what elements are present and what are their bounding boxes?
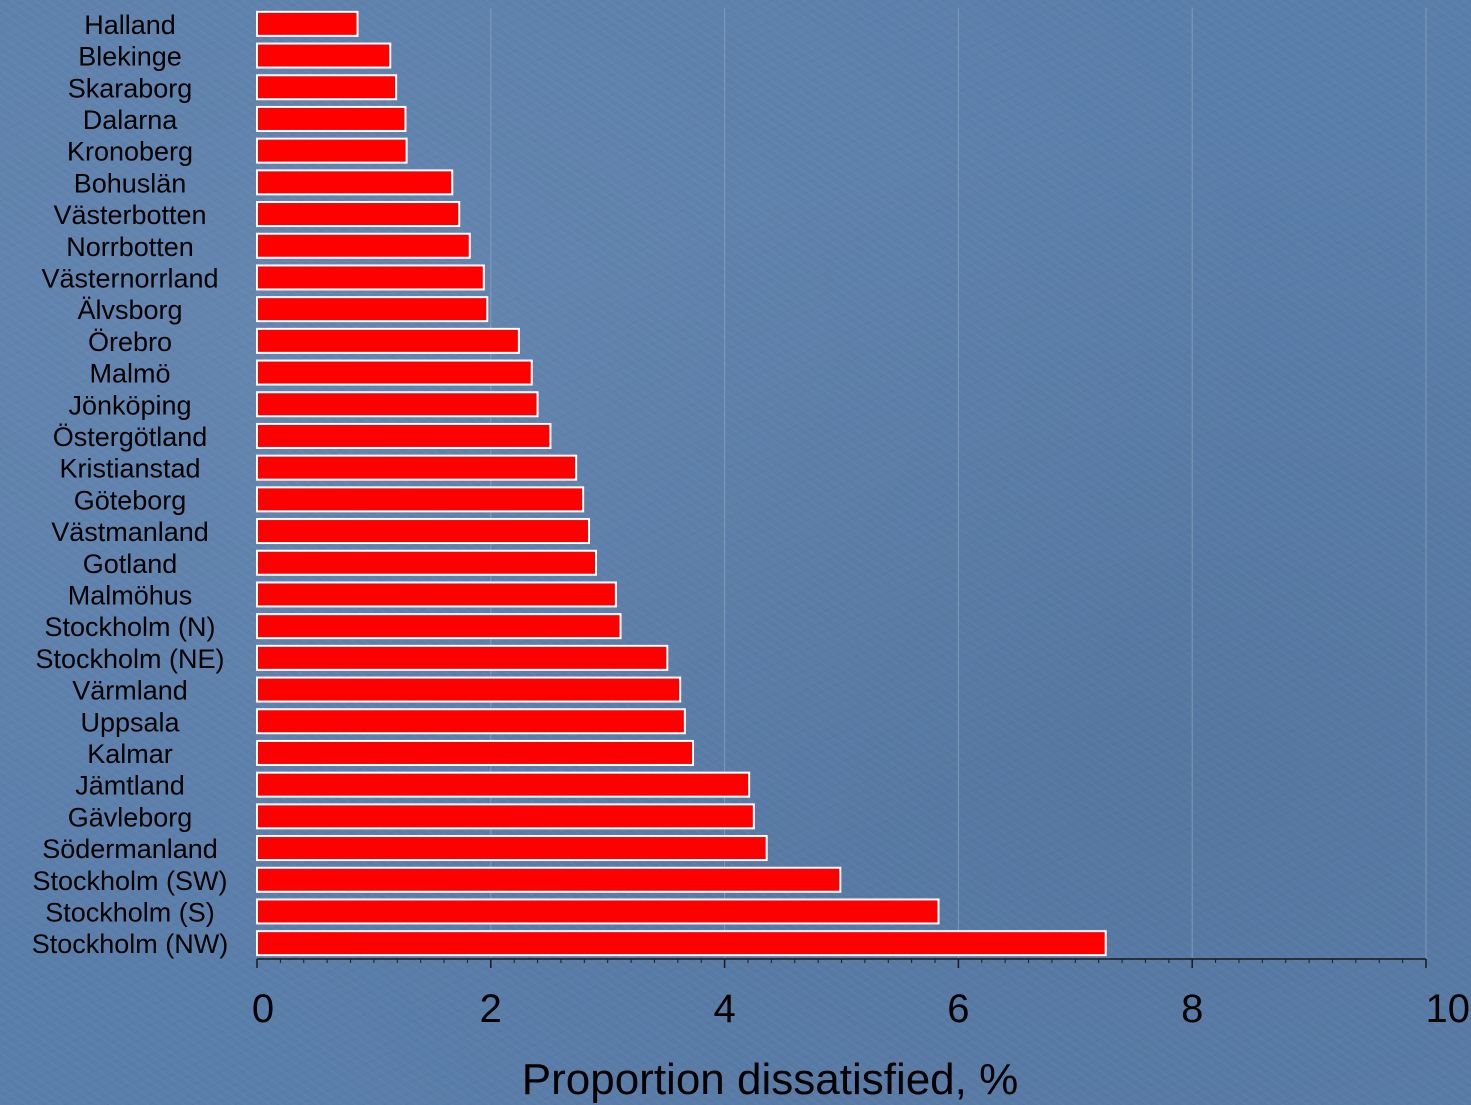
category-label: Västmanland bbox=[51, 517, 209, 547]
bar bbox=[256, 676, 682, 703]
category-label: Älvsborg bbox=[77, 295, 182, 325]
category-label: Gävleborg bbox=[68, 802, 193, 832]
category-label: Halland bbox=[84, 10, 176, 40]
category-label: Malmö bbox=[89, 359, 170, 389]
bar bbox=[256, 835, 768, 862]
bar bbox=[256, 74, 398, 101]
bar bbox=[256, 486, 585, 513]
bar bbox=[256, 866, 842, 893]
bar bbox=[256, 454, 578, 481]
category-label: Kristianstad bbox=[59, 454, 200, 484]
category-label: Malmöhus bbox=[68, 580, 193, 610]
bar bbox=[256, 327, 520, 354]
x-tick-label: 8 bbox=[1181, 987, 1203, 1031]
bar bbox=[256, 739, 695, 766]
bar bbox=[256, 803, 755, 830]
category-label: Stockholm (NE) bbox=[35, 644, 224, 674]
bar bbox=[256, 422, 552, 449]
bar bbox=[256, 898, 940, 925]
bar bbox=[256, 232, 471, 259]
bar bbox=[256, 10, 359, 37]
category-label: Värmland bbox=[72, 676, 188, 706]
category-label: Blekinge bbox=[78, 42, 182, 72]
category-label: Dalarna bbox=[83, 105, 179, 135]
category-label: Stockholm (NW) bbox=[32, 929, 229, 959]
bar bbox=[256, 518, 590, 545]
x-tick-label: 2 bbox=[480, 987, 502, 1031]
category-label: Östergötland bbox=[53, 422, 208, 452]
category-label: Jönköping bbox=[68, 390, 191, 420]
bar bbox=[256, 644, 669, 671]
bar bbox=[256, 359, 533, 386]
category-label: Kalmar bbox=[87, 739, 173, 769]
x-tick-label: 10 bbox=[1426, 987, 1471, 1031]
bar bbox=[256, 930, 1107, 957]
category-labels: HallandBlekingeSkaraborgDalarnaKronoberg… bbox=[32, 10, 229, 959]
bar bbox=[256, 169, 454, 196]
bars bbox=[256, 10, 1107, 957]
bar bbox=[256, 105, 407, 132]
category-label: Göteborg bbox=[74, 485, 187, 515]
category-label: Stockholm (SW) bbox=[32, 866, 227, 896]
x-tick-label: 0 bbox=[252, 987, 274, 1031]
category-label: Södermanland bbox=[42, 834, 218, 864]
x-tick-label: 6 bbox=[947, 987, 969, 1031]
category-label: Västernorrland bbox=[41, 263, 218, 293]
bar bbox=[256, 391, 539, 418]
bar bbox=[256, 549, 598, 576]
x-axis: 0 2 4 6 8 10 bbox=[252, 958, 1471, 1031]
bar bbox=[256, 613, 622, 640]
category-label: Stockholm (N) bbox=[44, 612, 215, 642]
bar bbox=[256, 42, 392, 69]
x-axis-title: Proportion dissatisfied, % bbox=[522, 1055, 1018, 1104]
gridlines bbox=[490, 8, 1427, 959]
bar bbox=[256, 581, 617, 608]
category-label: Kronoberg bbox=[67, 137, 193, 167]
category-label: Bohuslän bbox=[74, 168, 187, 198]
category-label: Jämtland bbox=[75, 771, 185, 801]
category-label: Uppsala bbox=[80, 707, 180, 737]
category-label: Stockholm (S) bbox=[45, 897, 215, 927]
category-label: Skaraborg bbox=[68, 73, 193, 103]
bar bbox=[256, 264, 485, 291]
category-label: Västerbotten bbox=[53, 200, 206, 230]
bar bbox=[256, 201, 461, 228]
bar bbox=[256, 137, 408, 164]
x-tick-label: 4 bbox=[713, 987, 735, 1031]
category-label: Örebro bbox=[88, 327, 172, 357]
bar bbox=[256, 708, 686, 735]
bar bbox=[256, 771, 751, 798]
category-label: Gotland bbox=[83, 549, 178, 579]
bar bbox=[256, 296, 489, 323]
category-label: Norrbotten bbox=[66, 232, 194, 262]
